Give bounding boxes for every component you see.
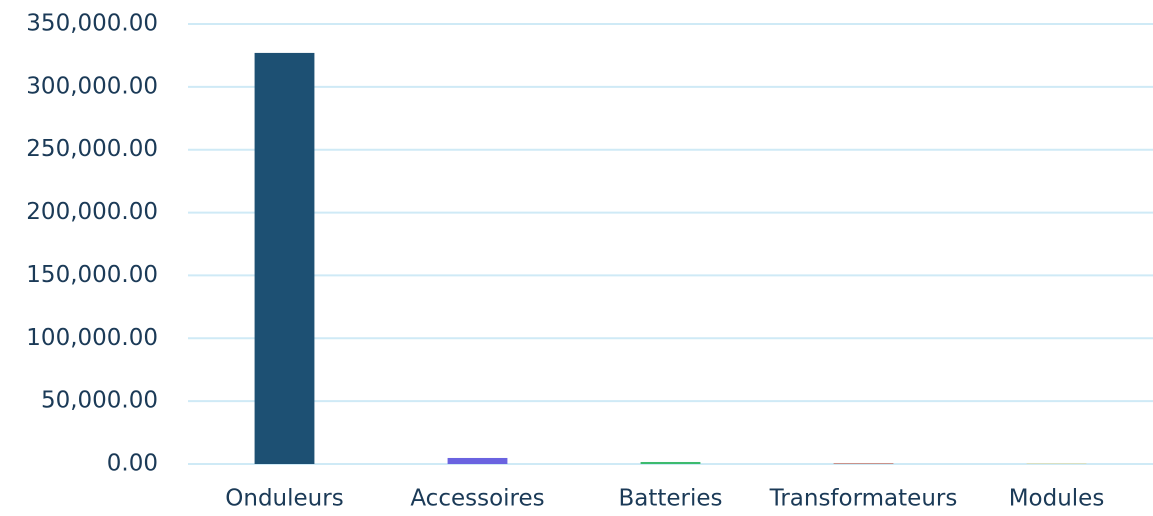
x-tick-label: Modules xyxy=(1009,486,1105,512)
bar xyxy=(833,462,894,464)
y-tick-label: 150,000.00 xyxy=(26,262,158,288)
x-tick-label: Onduleurs xyxy=(225,486,343,512)
bar xyxy=(1026,463,1087,464)
bar xyxy=(447,457,508,464)
y-tick-label: 300,000.00 xyxy=(26,73,158,99)
bar xyxy=(640,461,701,464)
y-tick-label: 0.00 xyxy=(107,451,158,477)
y-tick-label: 250,000.00 xyxy=(26,136,158,162)
y-tick-label: 100,000.00 xyxy=(26,325,158,351)
x-tick-label: Accessoires xyxy=(410,486,544,512)
x-tick-label: Batteries xyxy=(618,486,722,512)
y-tick-label: 350,000.00 xyxy=(26,11,158,37)
y-tick-label: 200,000.00 xyxy=(26,199,158,225)
bar xyxy=(254,52,315,465)
y-tick-label: 50,000.00 xyxy=(41,388,158,414)
x-tick-label: Transformateurs xyxy=(769,486,958,512)
